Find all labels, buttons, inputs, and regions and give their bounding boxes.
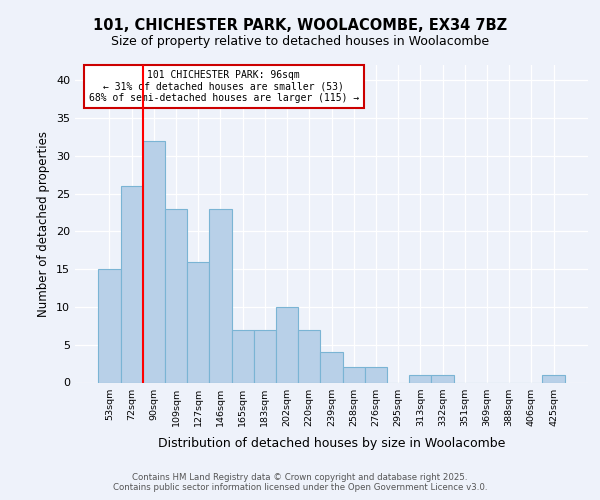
- Text: Size of property relative to detached houses in Woolacombe: Size of property relative to detached ho…: [111, 35, 489, 48]
- Bar: [209, 208, 232, 382]
- Bar: [365, 368, 387, 382]
- X-axis label: Distribution of detached houses by size in Woolacombe: Distribution of detached houses by size …: [158, 437, 505, 450]
- Bar: [276, 307, 298, 382]
- Y-axis label: Number of detached properties: Number of detached properties: [37, 130, 50, 317]
- Bar: [143, 140, 165, 382]
- Text: 101 CHICHESTER PARK: 96sqm
← 31% of detached houses are smaller (53)
68% of semi: 101 CHICHESTER PARK: 96sqm ← 31% of deta…: [89, 70, 359, 103]
- Bar: [298, 330, 320, 382]
- Bar: [542, 375, 565, 382]
- Bar: [254, 330, 276, 382]
- Bar: [121, 186, 143, 382]
- Text: 101, CHICHESTER PARK, WOOLACOMBE, EX34 7BZ: 101, CHICHESTER PARK, WOOLACOMBE, EX34 7…: [93, 18, 507, 32]
- Bar: [320, 352, 343, 382]
- Bar: [343, 368, 365, 382]
- Bar: [165, 208, 187, 382]
- Bar: [431, 375, 454, 382]
- Text: Contains HM Land Registry data © Crown copyright and database right 2025.
Contai: Contains HM Land Registry data © Crown c…: [113, 473, 487, 492]
- Bar: [232, 330, 254, 382]
- Bar: [409, 375, 431, 382]
- Bar: [187, 262, 209, 382]
- Bar: [98, 269, 121, 382]
